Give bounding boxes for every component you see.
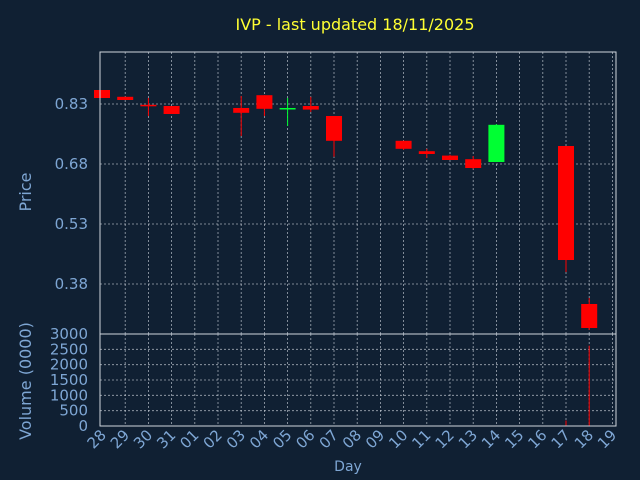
volume-tick-label: 3000 bbox=[50, 325, 88, 343]
candle-body bbox=[581, 304, 598, 328]
volume-tick-label: 500 bbox=[59, 402, 88, 420]
volume-tick-label: 1000 bbox=[50, 386, 88, 404]
candle-10 bbox=[395, 140, 412, 150]
x-axis-label: Day bbox=[334, 459, 362, 475]
price-tick-label: 0.83 bbox=[55, 95, 88, 113]
candle-13 bbox=[465, 156, 482, 169]
candle-body bbox=[94, 90, 110, 98]
candle-body bbox=[442, 155, 458, 160]
candle-body bbox=[233, 108, 250, 113]
volume-bars bbox=[565, 345, 590, 426]
price-tick-label: 0.38 bbox=[55, 275, 88, 293]
day-tick-labels: 2829303101020304050607080910111213141516… bbox=[84, 426, 621, 452]
candle-18 bbox=[581, 298, 598, 330]
candle-body bbox=[418, 151, 435, 154]
candle-03 bbox=[233, 96, 250, 136]
candle-body bbox=[117, 96, 134, 100]
candle-body bbox=[140, 104, 157, 107]
candle-body bbox=[558, 146, 574, 260]
candle-11 bbox=[418, 148, 435, 158]
price-tick-label: 0.68 bbox=[55, 155, 88, 173]
candles bbox=[94, 90, 598, 330]
candle-07 bbox=[326, 116, 342, 157]
candle-30 bbox=[140, 98, 157, 116]
volume-tick-label: 2500 bbox=[50, 340, 88, 358]
candle-06 bbox=[302, 96, 319, 112]
candle-body bbox=[256, 95, 273, 109]
price-panel-frame bbox=[99, 51, 617, 335]
candle-17 bbox=[558, 146, 574, 272]
volume-tick-label: 1500 bbox=[50, 371, 88, 389]
candle-31 bbox=[163, 106, 180, 114]
candle-05 bbox=[279, 98, 296, 126]
day-tick-label: 19 bbox=[594, 426, 620, 452]
price-tick-label: 0.53 bbox=[55, 215, 88, 233]
candle-body bbox=[163, 106, 180, 114]
volume-gridlines bbox=[100, 334, 616, 426]
candle-body bbox=[465, 159, 482, 168]
volume-panel-frame bbox=[99, 333, 617, 427]
candle-body bbox=[279, 108, 296, 110]
price-gridlines bbox=[100, 52, 616, 334]
candle-body bbox=[326, 116, 342, 141]
volume-tick-label: 0 bbox=[78, 417, 88, 435]
price-axis-label: Price bbox=[16, 172, 35, 211]
candle-body bbox=[395, 140, 412, 149]
volume-tick-label: 2000 bbox=[50, 356, 88, 374]
candle-body bbox=[302, 106, 319, 110]
candle-28 bbox=[94, 90, 110, 98]
candle-12 bbox=[442, 154, 458, 160]
candle-29 bbox=[117, 96, 134, 100]
candle-body bbox=[488, 124, 505, 162]
candle-14 bbox=[488, 124, 505, 162]
price-tick-labels: 0.83 0.68 0.53 0.38 bbox=[55, 95, 88, 293]
candle-04 bbox=[256, 95, 273, 116]
volume-axis-label: Volume (0000) bbox=[16, 322, 35, 440]
chart-title: IVP - last updated 18/11/2025 bbox=[235, 15, 474, 34]
